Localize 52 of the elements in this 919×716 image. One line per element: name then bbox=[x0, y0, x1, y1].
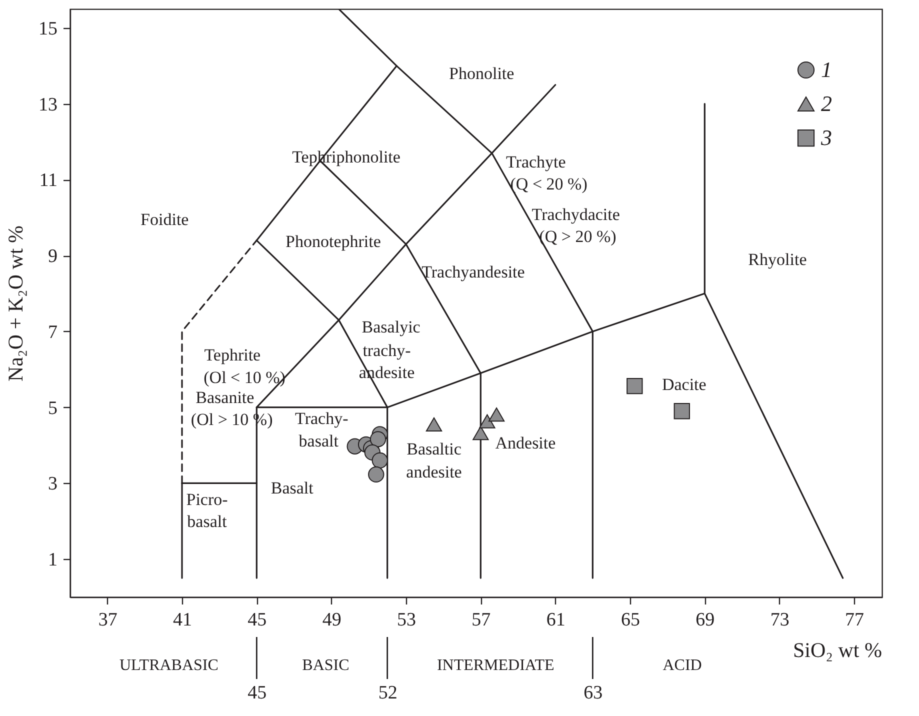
annotation: Dacite bbox=[662, 374, 706, 394]
x-tick-label: 61 bbox=[546, 610, 566, 630]
x-tick-label: 69 bbox=[696, 610, 715, 630]
x-tick-label: 45 bbox=[248, 610, 267, 630]
y-tick-label: 13 bbox=[38, 94, 58, 116]
text: INTERMEDIATE bbox=[436, 657, 554, 674]
annotation: Trachyte bbox=[506, 152, 566, 172]
x-tick-label: 49 bbox=[322, 610, 342, 630]
annotation: Trachyandesite bbox=[422, 262, 525, 282]
y-tick-label: 15 bbox=[38, 18, 58, 40]
annotation: Phonotephrite bbox=[286, 232, 381, 251]
annotation: Basalyic bbox=[362, 318, 421, 337]
annotation: Trachy- bbox=[295, 409, 349, 428]
legend-label: 1 bbox=[821, 57, 832, 82]
annotation: Basanite bbox=[196, 388, 254, 408]
text: BASIC bbox=[302, 657, 350, 674]
annotation: Andesite bbox=[495, 433, 556, 452]
y-tick-label: 11 bbox=[39, 170, 58, 192]
annotation: Basaltic bbox=[406, 439, 462, 458]
y-tick-label: 3 bbox=[48, 474, 58, 495]
y-tick-label: 5 bbox=[48, 398, 58, 419]
x-tick-label: 57 bbox=[472, 610, 491, 630]
y-tick-label: 9 bbox=[48, 246, 58, 268]
annotation: Trachydacite bbox=[532, 204, 620, 224]
x-axis-title: SiO₂ wt % bbox=[793, 638, 882, 662]
x2-tick-label: 63 bbox=[584, 682, 603, 704]
x-tick-label: 77 bbox=[845, 610, 864, 630]
x-tick-label: 37 bbox=[98, 610, 118, 630]
y-axis-title: Na₂O + K₂O wt % bbox=[4, 226, 28, 382]
y-tick-label: 1 bbox=[48, 550, 58, 571]
annotation: Foidite bbox=[140, 210, 189, 229]
y-tick-label: 7 bbox=[48, 322, 58, 343]
text: ACID bbox=[662, 657, 702, 674]
annotation: andesite bbox=[406, 462, 462, 482]
annotation: Tephrite bbox=[204, 346, 261, 365]
annotation: Phonolite bbox=[449, 64, 514, 84]
legend-label: 2 bbox=[821, 91, 832, 116]
x2-tick-label: 52 bbox=[378, 682, 398, 704]
annotation: Basalt bbox=[270, 478, 314, 498]
x-tick-label: 53 bbox=[397, 610, 416, 630]
annotation: trachy- bbox=[362, 340, 412, 360]
annotation: Picro- bbox=[186, 490, 228, 509]
x2-tick-label: 45 bbox=[248, 682, 267, 704]
legend-label: 3 bbox=[820, 125, 832, 150]
x-tick-label: 41 bbox=[173, 610, 192, 630]
annotation: Rhyolite bbox=[748, 250, 807, 270]
text: ULTRABASIC bbox=[119, 657, 218, 674]
annotation: basalt bbox=[298, 431, 339, 450]
x-tick-label: 65 bbox=[621, 610, 640, 630]
annotation: basalt bbox=[187, 512, 228, 531]
x-tick-label: 73 bbox=[770, 610, 790, 630]
annotation: (Ol < 10 %) bbox=[204, 368, 286, 388]
